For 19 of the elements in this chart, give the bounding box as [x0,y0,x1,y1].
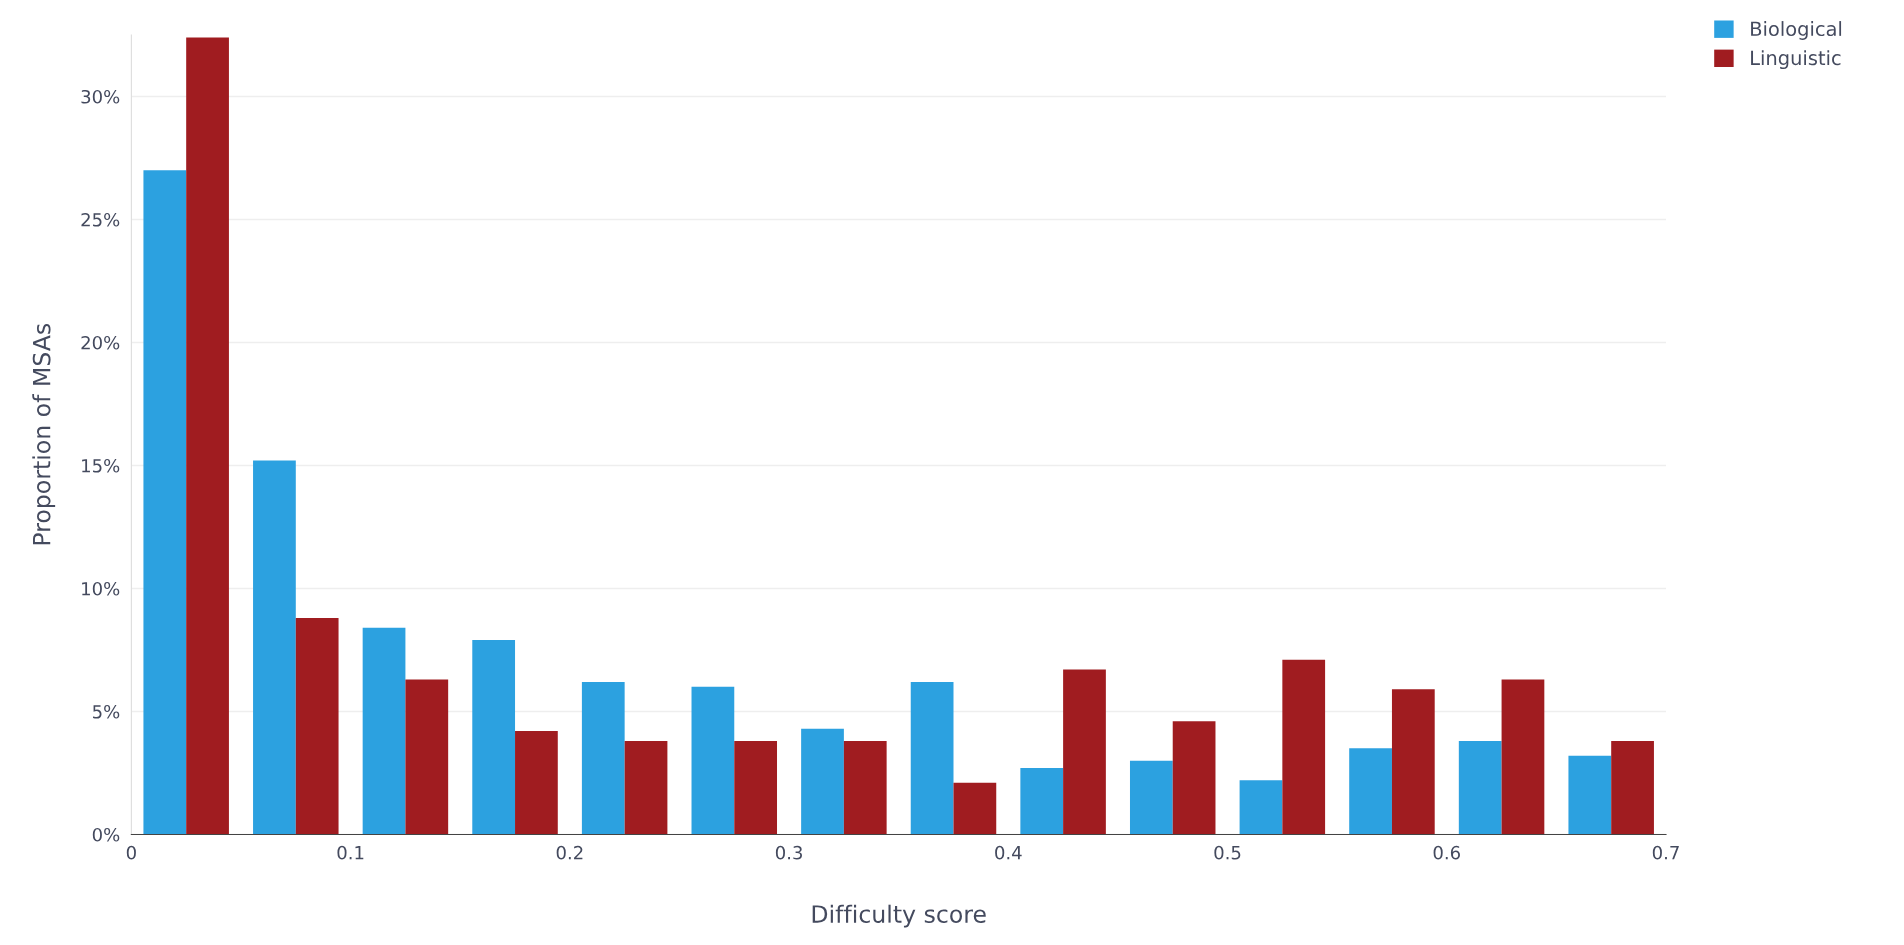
y-tick-label: 30% [81,89,120,104]
x-tick-label: 0 [126,845,136,860]
x-tick-label: 0.7 [1652,845,1679,860]
y-tick-label: 10% [82,581,120,596]
x-tick-label: 0.1 [337,845,364,860]
x-tick-label: 0.2 [556,845,583,860]
y-tick-label: 20% [81,335,120,350]
x-tick-label: 0.3 [775,845,802,860]
y-axis-title: Proportion of MSAs [32,323,56,545]
x-tick-label: 0.4 [995,845,1022,860]
y-tick-label: 0% [92,827,120,842]
y-tick-label: 5% [93,704,120,719]
y-tick-label: 15% [82,458,120,473]
x-axis-title: Difficulty score [812,904,986,928]
y-tick-label: 25% [81,212,120,227]
x-tick-label: 0.6 [1433,845,1460,860]
x-tick-label: 0.5 [1214,845,1241,860]
legend-label: Biological [1751,21,1842,40]
legend-label: Linguistic [1751,50,1841,70]
